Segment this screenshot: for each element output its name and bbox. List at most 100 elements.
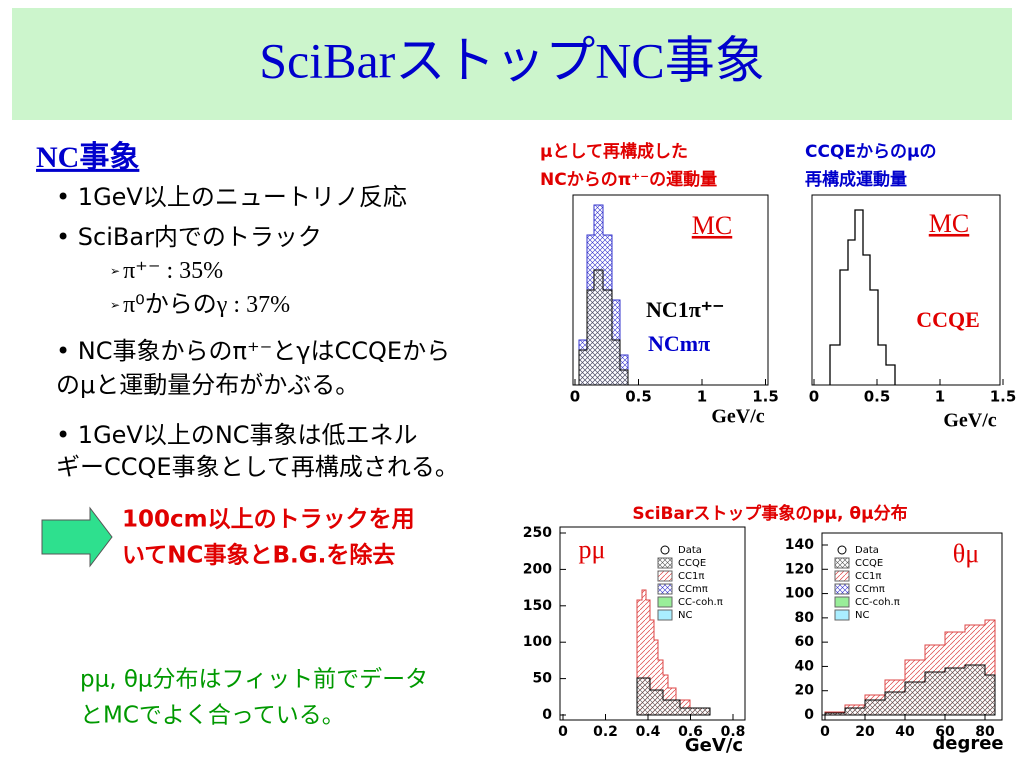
conclusion: とMCでよく合っている。 xyxy=(80,703,345,729)
plot-label: pμ xyxy=(579,535,606,564)
x-tick-label: 1 xyxy=(935,388,945,406)
legend-swatch xyxy=(657,596,673,608)
y-tick-label: 40 xyxy=(795,658,815,674)
bullet-text: NC事象からのπ⁺⁻とγはCCQEから xyxy=(78,337,450,365)
x-axis-label: GeV/c xyxy=(711,406,764,428)
bullet-text: 1GeV以上のニュートリノ反応 xyxy=(78,183,407,211)
legend-swatch xyxy=(657,557,673,569)
y-tick-label: 100 xyxy=(785,586,814,602)
plot-label: MC xyxy=(929,209,969,238)
y-tick-label: 250 xyxy=(523,525,552,541)
legend-swatch xyxy=(834,557,850,569)
title-band xyxy=(12,8,1012,120)
y-tick-label: 80 xyxy=(795,610,815,626)
x-tick-label: 0 xyxy=(558,724,568,740)
sub-bullet-text: π⁺⁻ : 35% xyxy=(123,258,223,284)
x-axis-label: degree xyxy=(932,733,1003,754)
x-axis-label: GeV/c xyxy=(685,735,743,756)
plot-label: θμ xyxy=(953,539,979,568)
plot-annotation: NC1π⁺⁻ xyxy=(646,297,724,322)
legend-marker xyxy=(660,545,670,555)
plot-frame xyxy=(811,194,1001,386)
legend-label: NC xyxy=(678,610,692,621)
bullet-cont: のμと運動量分布がかぶる。 xyxy=(56,371,359,399)
arrow xyxy=(41,506,113,568)
y-tick-label: 0 xyxy=(542,707,552,723)
histogram xyxy=(824,664,996,716)
sub-bullet-text: π⁰からのγ : 37% xyxy=(123,292,290,318)
bullet: • 1GeV以上のNC事象は低エネル xyxy=(56,421,418,449)
plot-frame xyxy=(821,532,1003,721)
x-tick-label: 0.5 xyxy=(864,388,891,406)
y-tick-label: 120 xyxy=(785,561,814,577)
histogram xyxy=(636,589,711,716)
plots-caption: SciBarストップ事象のpμ, θμ分布 xyxy=(632,503,907,524)
arrow-text: 100cm以上のトラックを用 xyxy=(122,507,415,533)
plot-frame xyxy=(572,194,769,386)
legend-swatch xyxy=(834,609,850,621)
bullet: • NC事象からのπ⁺⁻とγはCCQEから xyxy=(56,337,450,365)
x-tick-label: 0.5 xyxy=(625,388,652,406)
bullet-text: 1GeV以上のNC事象は低エネル xyxy=(78,421,418,449)
x-tick-label: 1.5 xyxy=(752,388,779,406)
bullet-cont: ギーCCQE事象として再構成される。 xyxy=(56,453,459,481)
x-tick-label: 0 xyxy=(570,388,580,406)
x-tick-label: 80 xyxy=(975,724,995,740)
histogram xyxy=(829,209,896,385)
legend-swatch xyxy=(834,596,850,608)
x-tick-label: 60 xyxy=(935,724,955,740)
x-tick-label: 0 xyxy=(820,724,830,740)
x-tick-label: 20 xyxy=(855,724,875,740)
legend-label: Data xyxy=(678,545,702,556)
histogram xyxy=(636,677,711,716)
legend-label: CC-coh.π xyxy=(855,597,900,608)
plot-label: MC xyxy=(692,211,732,240)
x-tick-label: 0.6 xyxy=(678,724,703,740)
y-tick-label: 150 xyxy=(523,598,552,614)
x-tick-label: 0.8 xyxy=(721,724,746,740)
x-tick-label: 1.5 xyxy=(990,388,1017,406)
plot-caption: NCからのπ⁺⁻の運動量 xyxy=(540,169,717,190)
legend-swatch xyxy=(657,609,673,621)
plot-frame xyxy=(559,526,746,721)
plot-annotation: NCmπ xyxy=(648,331,710,356)
legend-label: CC-coh.π xyxy=(678,597,723,608)
y-tick-label: 60 xyxy=(795,634,815,650)
plot-caption: μとして再構成した xyxy=(540,141,688,162)
legend-label: CCmπ xyxy=(855,584,885,595)
x-tick-label: 0.2 xyxy=(593,724,618,740)
bullet: • SciBar内でのトラック xyxy=(56,223,322,251)
y-tick-label: 200 xyxy=(523,561,552,577)
conclusion: pμ, θμ分布はフィット前でデータ xyxy=(80,667,428,693)
legend-swatch xyxy=(834,570,850,582)
plot-annotation: CCQE xyxy=(916,307,980,332)
legend-swatch xyxy=(657,570,673,582)
y-tick-label: 0 xyxy=(804,707,814,723)
y-tick-label: 140 xyxy=(785,537,814,553)
y-tick-label: 50 xyxy=(533,671,553,687)
x-axis-label: GeV/c xyxy=(943,410,996,432)
y-tick-label: 100 xyxy=(523,634,552,650)
legend-label: Data xyxy=(855,545,879,556)
legend-label: CCQE xyxy=(678,558,706,569)
legend-label: CCQE xyxy=(855,558,883,569)
sub-bullet: ➢ π⁰からのγ : 37% xyxy=(110,292,290,318)
legend-marker xyxy=(837,545,847,555)
x-tick-label: 40 xyxy=(895,724,915,740)
legend-label: CC1π xyxy=(678,571,704,582)
x-tick-label: 1 xyxy=(697,388,707,406)
bullet: • 1GeV以上のニュートリノ反応 xyxy=(56,183,407,211)
bullet-text: SciBar内でのトラック xyxy=(78,223,322,251)
legend-swatch xyxy=(834,583,850,595)
legend-label: CC1π xyxy=(855,571,881,582)
x-tick-label: 0.4 xyxy=(636,724,661,740)
sub-bullet: ➢ π⁺⁻ : 35% xyxy=(110,258,223,284)
arrow-text: いてNC事象とB.G.を除去 xyxy=(122,542,395,569)
slide-title: SciBarストップNC事象 xyxy=(259,32,765,88)
plot-caption: 再構成運動量 xyxy=(805,169,907,190)
y-tick-label: 20 xyxy=(795,683,815,699)
x-tick-label: 0 xyxy=(809,388,819,406)
legend-swatch xyxy=(657,583,673,595)
histogram xyxy=(578,269,629,386)
